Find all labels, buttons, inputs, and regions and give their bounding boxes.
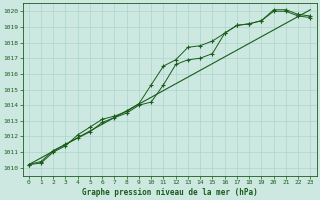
X-axis label: Graphe pression niveau de la mer (hPa): Graphe pression niveau de la mer (hPa): [82, 188, 258, 197]
